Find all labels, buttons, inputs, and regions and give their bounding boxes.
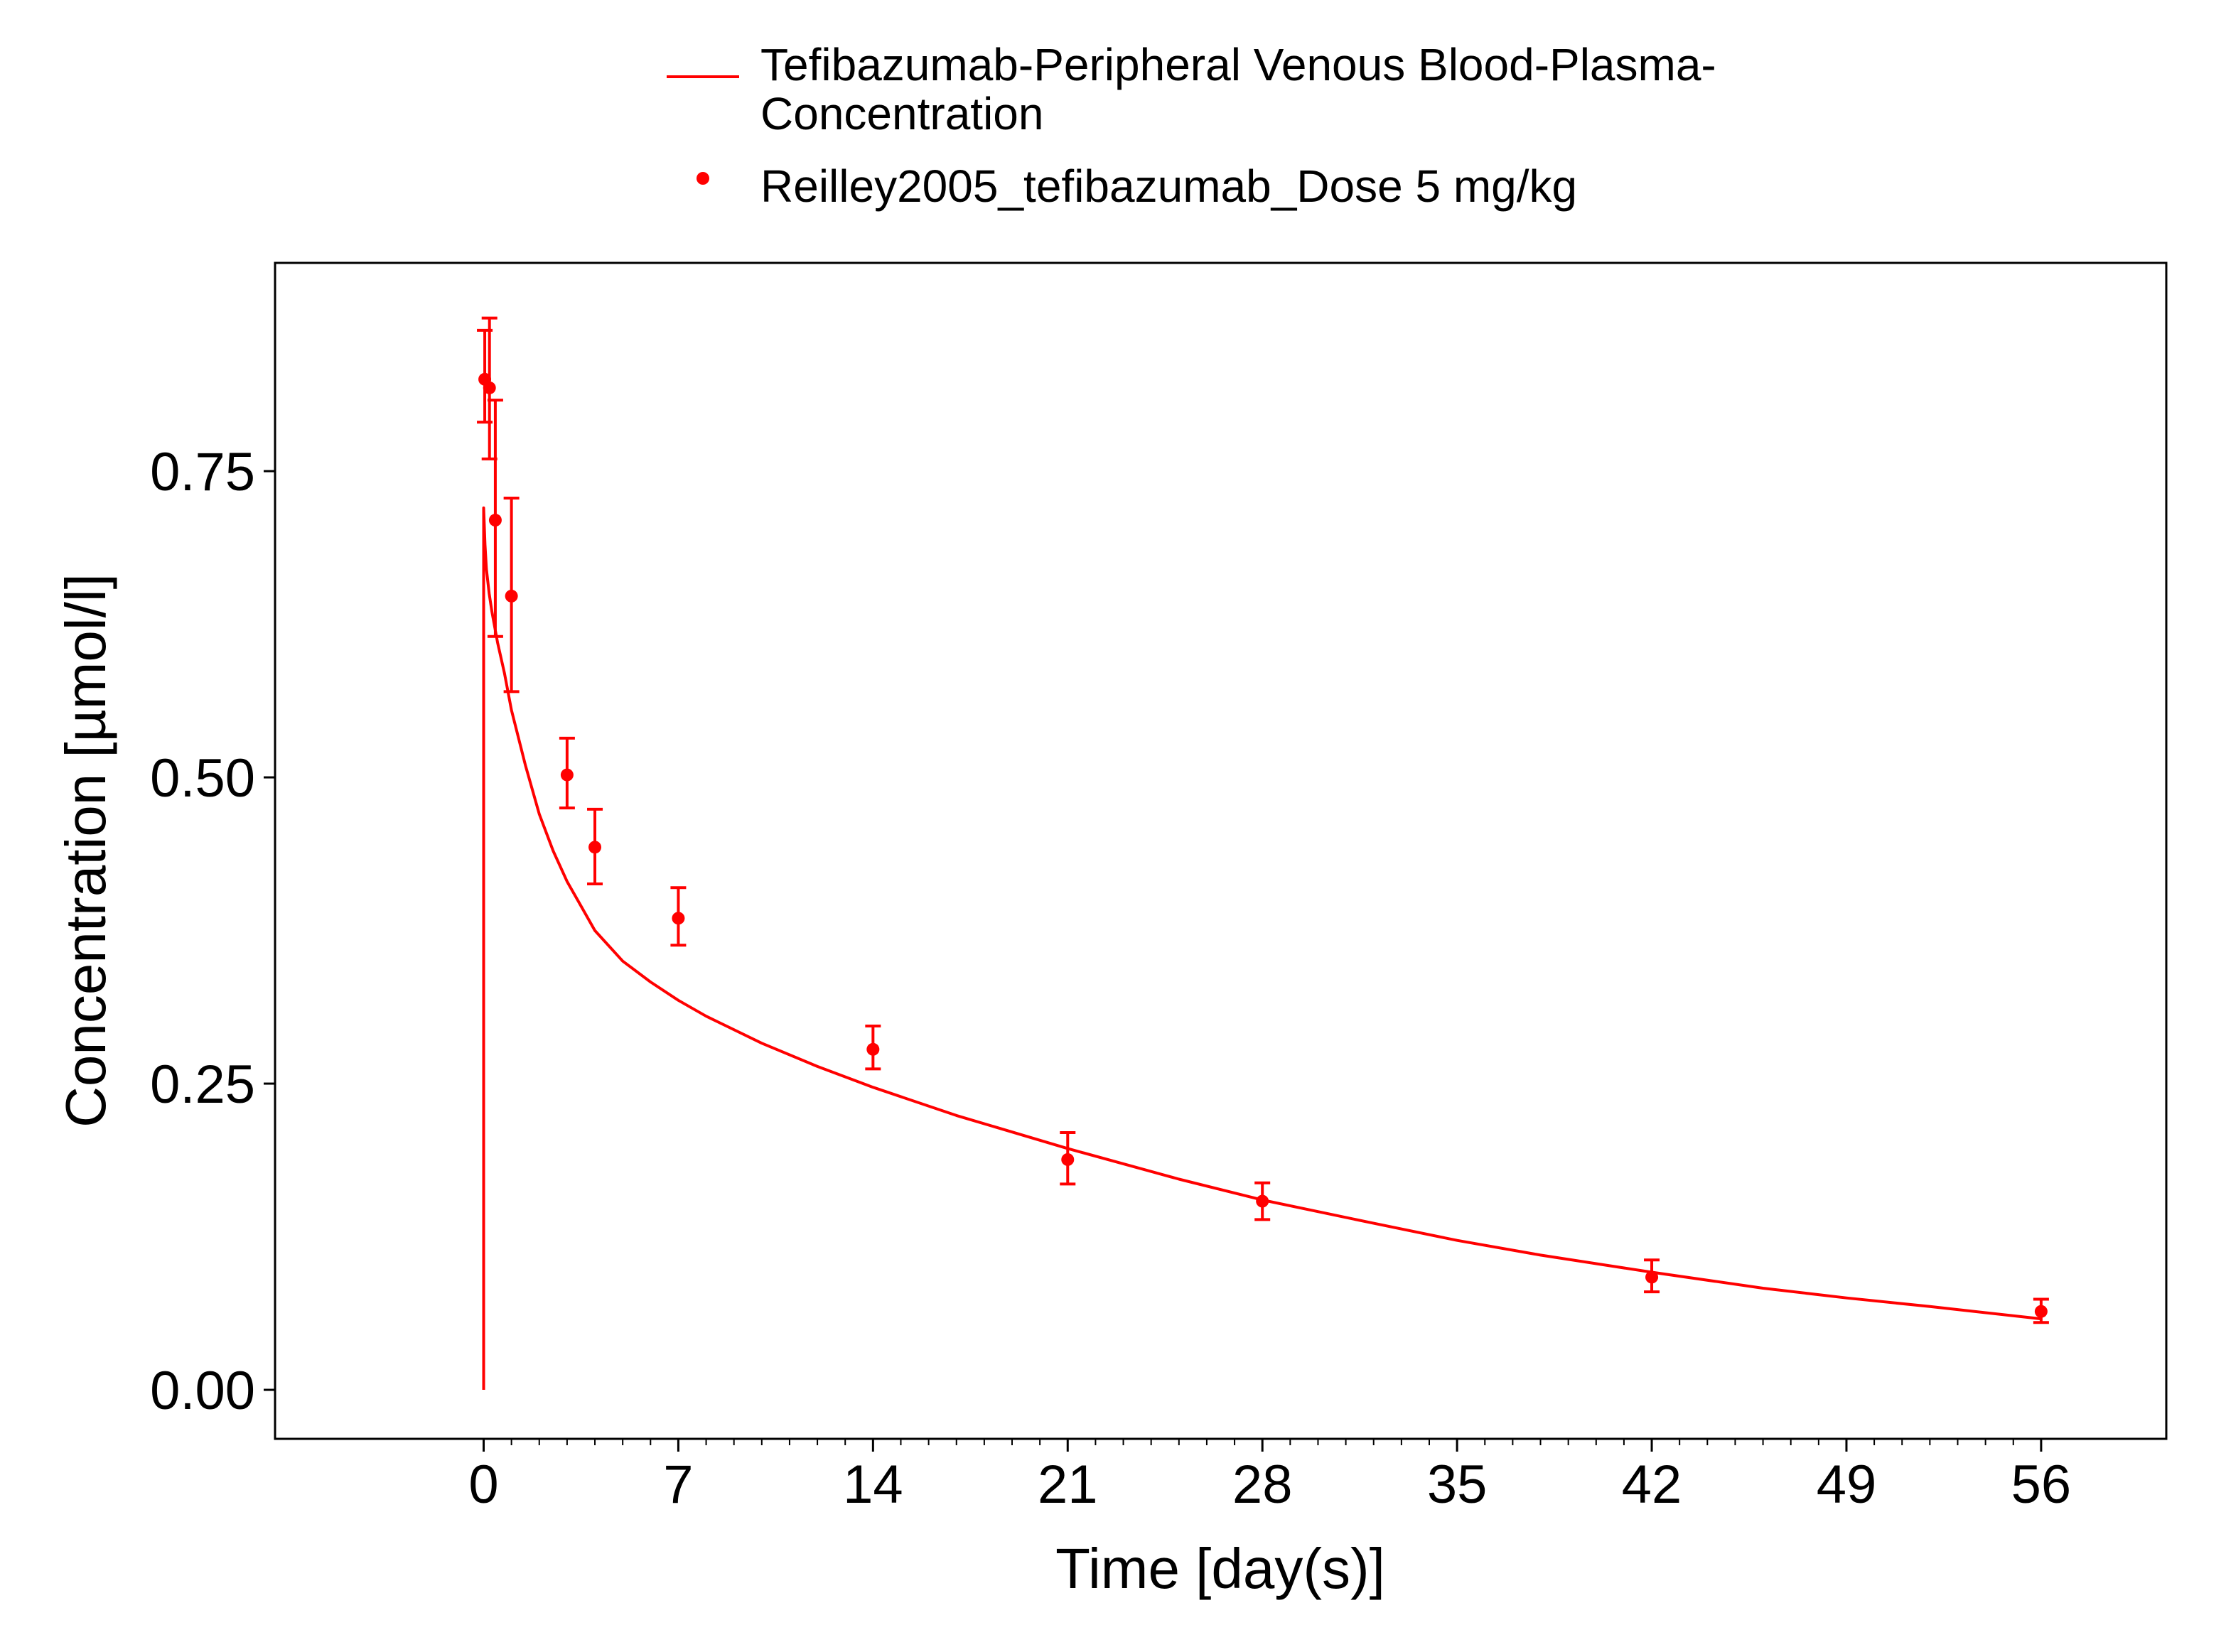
data-point-1 xyxy=(481,316,498,460)
data-point-8 xyxy=(1060,1131,1076,1186)
data-point-6 xyxy=(670,886,687,947)
point-marker-9 xyxy=(1256,1194,1269,1208)
point-marker-4 xyxy=(560,768,574,782)
point-marker-11 xyxy=(2034,1305,2048,1318)
legend-point-swatch xyxy=(697,172,709,185)
point-marker-1 xyxy=(483,381,496,394)
data-point-3 xyxy=(503,497,520,693)
x-tick-label-1: 7 xyxy=(663,1454,693,1515)
point-marker-2 xyxy=(488,514,502,527)
point-marker-3 xyxy=(505,589,518,603)
plot-area xyxy=(477,316,2049,1390)
legend-line-label-1: Tefibazumab-Peripheral Venous Blood-Plas… xyxy=(760,39,1716,90)
data-point-2 xyxy=(487,399,503,638)
y-tick-label-2: 0.50 xyxy=(150,748,255,809)
y-tick-label-3: 0.75 xyxy=(150,442,255,502)
y-tick-label-1: 0.25 xyxy=(150,1054,255,1115)
x-axis-title: Time [day(s)] xyxy=(1055,1537,1385,1600)
data-point-9 xyxy=(1254,1181,1271,1221)
data-point-11 xyxy=(2033,1297,2049,1324)
legend-points-label: Reilley2005_tefibazumab_Dose 5 mg/kg xyxy=(760,161,1577,212)
x-tick-label-2: 14 xyxy=(843,1454,903,1515)
y-axis: 0.00 0.25 0.50 0.75 xyxy=(150,442,275,1421)
x-axis: 0 7 14 21 28 35 42 49 56 xyxy=(468,1439,2071,1515)
plot-frame xyxy=(274,261,2168,1440)
data-point-7 xyxy=(865,1025,881,1071)
x-tick-label-3: 21 xyxy=(1038,1454,1098,1515)
x-tick-label-0: 0 xyxy=(468,1454,498,1515)
y-axis-title: Concentration [µmol/l] xyxy=(54,573,117,1128)
x-tick-label-5: 35 xyxy=(1427,1454,1488,1515)
point-marker-7 xyxy=(866,1042,880,1056)
x-tick-label-6: 42 xyxy=(1622,1454,1682,1515)
x-tick-label-8: 56 xyxy=(2011,1454,2072,1515)
y-tick-label-0: 0.00 xyxy=(150,1361,255,1421)
legend-line-label-2: Concentration xyxy=(760,88,1043,139)
point-marker-10 xyxy=(1645,1270,1659,1284)
point-marker-6 xyxy=(672,912,685,925)
x-tick-label-4: 28 xyxy=(1232,1454,1293,1515)
data-point-5 xyxy=(587,807,603,886)
data-point-4 xyxy=(559,736,575,810)
series-line-simulation xyxy=(482,506,2042,1390)
x-tick-label-7: 49 xyxy=(1817,1454,1877,1515)
data-point-10 xyxy=(1644,1258,1660,1294)
point-marker-8 xyxy=(1061,1152,1075,1166)
point-marker-5 xyxy=(588,841,602,854)
legend: Tefibazumab-Peripheral Venous Blood-Plas… xyxy=(667,39,1716,212)
